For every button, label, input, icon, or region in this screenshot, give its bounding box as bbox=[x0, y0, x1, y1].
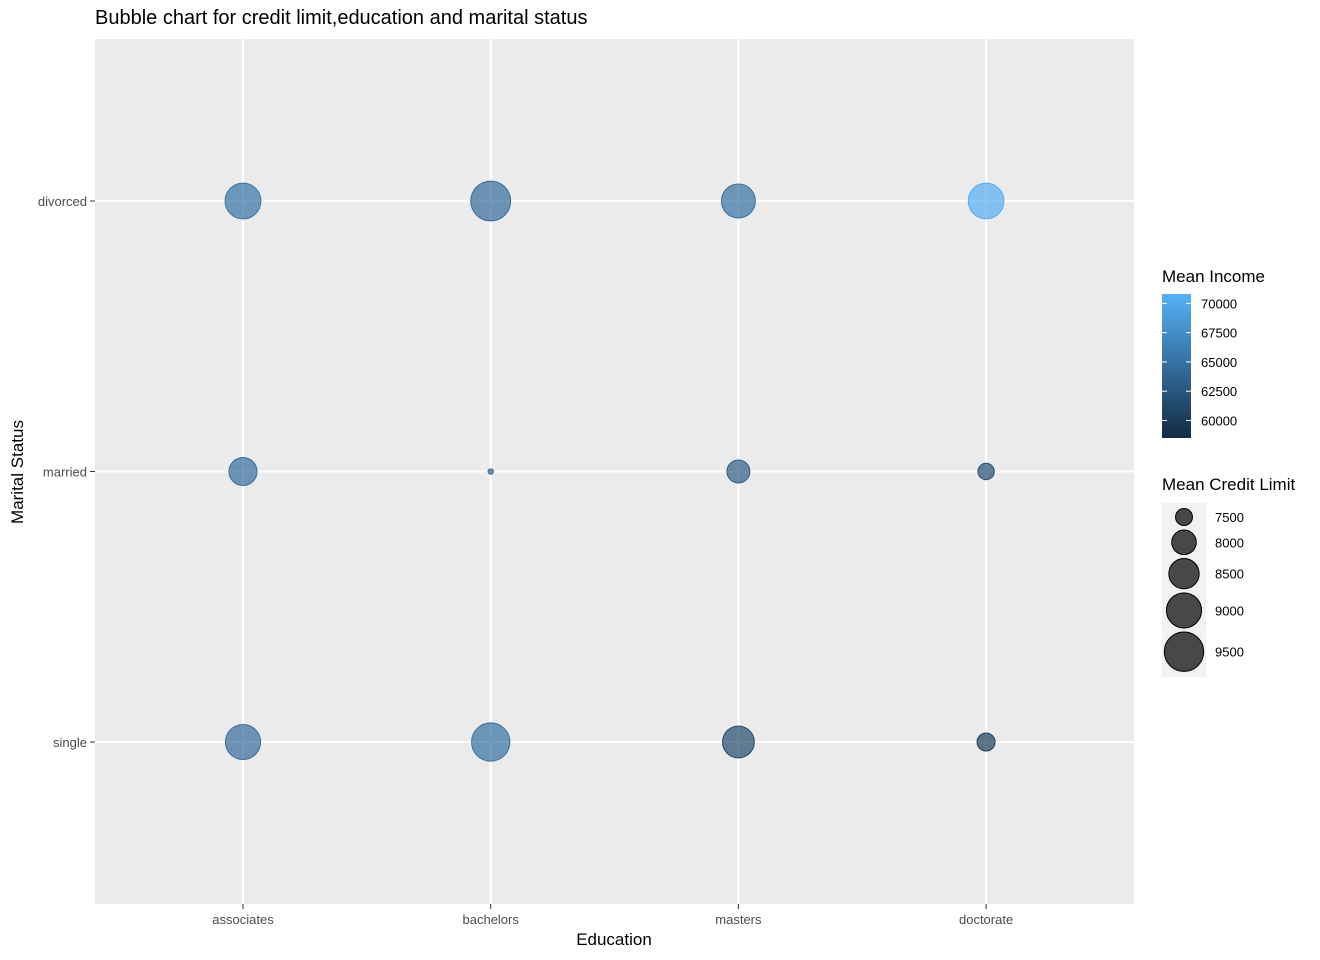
bubble-masters-single bbox=[721, 725, 755, 759]
bubble-doctorate-single bbox=[976, 732, 996, 752]
size-legend-circle-8000 bbox=[1171, 529, 1197, 556]
size-legend-circle-9500 bbox=[1163, 631, 1205, 672]
x-tick-label-masters: masters bbox=[715, 912, 762, 927]
size-legend-label-9500: 9500 bbox=[1215, 645, 1244, 660]
y-tick-label-single: single bbox=[53, 735, 87, 750]
bubbles bbox=[224, 180, 1005, 762]
bubble-doctorate-married bbox=[977, 462, 995, 481]
color-legend-label-62500: 62500 bbox=[1201, 384, 1237, 399]
x-axis-title: Education bbox=[576, 930, 652, 949]
bubble-bachelors-divorced bbox=[470, 180, 512, 222]
size-legend-label-8000: 8000 bbox=[1215, 535, 1244, 550]
x-tick-label-bachelors: bachelors bbox=[463, 912, 520, 927]
color-legend-label-65000: 65000 bbox=[1201, 355, 1237, 370]
color-legend-bar bbox=[1162, 294, 1191, 438]
size-legend: Mean Credit Limit 7500 8000 8500 9000 9500 bbox=[1162, 475, 1295, 677]
bubble-bachelors-single bbox=[471, 722, 511, 762]
x-tick-label-associates: associates bbox=[212, 912, 274, 927]
y-axis-title: Marital Status bbox=[8, 420, 27, 524]
size-legend-circle-7500 bbox=[1175, 508, 1193, 526]
bubble-doctorate-divorced bbox=[967, 182, 1005, 220]
size-legend-title: Mean Credit Limit bbox=[1162, 475, 1295, 494]
bubble-bachelors-married bbox=[487, 468, 494, 475]
color-legend-title: Mean Income bbox=[1162, 267, 1265, 286]
bubble-associates-single bbox=[224, 723, 262, 761]
y-ticks: single married divorced bbox=[38, 194, 95, 750]
x-ticks: associates bachelors masters doctorate bbox=[212, 904, 1013, 927]
size-legend-label-7500: 7500 bbox=[1215, 510, 1244, 525]
size-legend-label-8500: 8500 bbox=[1215, 567, 1244, 582]
bubble-masters-married bbox=[726, 459, 751, 484]
color-legend-label-70000: 70000 bbox=[1201, 296, 1237, 311]
size-legend-label-9000: 9000 bbox=[1215, 603, 1244, 618]
chart-title: Bubble chart for credit limit,education … bbox=[95, 7, 587, 29]
bubble-associates-married bbox=[228, 456, 258, 487]
size-legend-circle-9000 bbox=[1165, 592, 1203, 629]
y-tick-label-married: married bbox=[43, 465, 87, 480]
y-tick-label-divorced: divorced bbox=[38, 194, 87, 209]
size-legend-circle-8500 bbox=[1168, 558, 1200, 590]
color-legend: Mean Income 70000 67500 65000 62500 60000 bbox=[1162, 267, 1265, 438]
bubble-associates-divorced bbox=[224, 182, 262, 220]
color-legend-label-67500: 67500 bbox=[1201, 326, 1237, 341]
color-legend-label-60000: 60000 bbox=[1201, 413, 1237, 428]
x-tick-label-doctorate: doctorate bbox=[959, 912, 1013, 927]
bubble-masters-divorced bbox=[720, 183, 756, 219]
